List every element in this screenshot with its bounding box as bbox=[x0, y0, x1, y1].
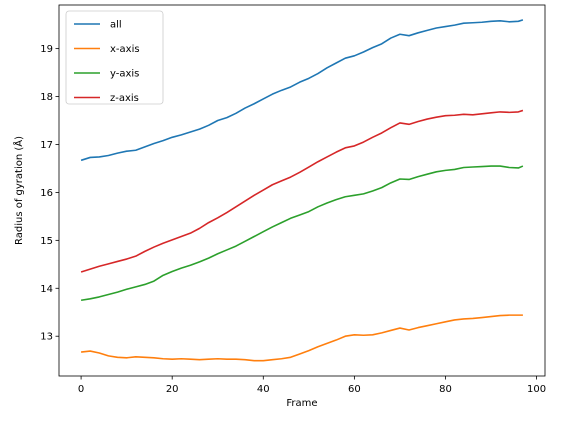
x-tick-label: 100 bbox=[527, 384, 546, 395]
legend-label: x-axis bbox=[110, 44, 140, 55]
legend-label: z-axis bbox=[110, 93, 139, 104]
series-line-1 bbox=[80, 19, 524, 162]
x-tick-label: 20 bbox=[166, 384, 179, 395]
x-tick-label: 60 bbox=[348, 384, 361, 395]
y-tick-label: 15 bbox=[40, 236, 53, 247]
x-tick-label: 80 bbox=[439, 384, 452, 395]
y-tick-label: 14 bbox=[40, 284, 53, 295]
legend-label: y-axis bbox=[110, 69, 139, 80]
y-tick-label: 18 bbox=[40, 92, 53, 103]
series-line-4 bbox=[80, 109, 524, 273]
y-tick-label: 17 bbox=[40, 140, 53, 151]
series-lines bbox=[80, 19, 524, 362]
y-axis-label: Radius of gyration (Å) bbox=[12, 136, 25, 245]
legend-label: all bbox=[110, 20, 122, 31]
y-tick-label: 13 bbox=[40, 332, 53, 343]
plot-frame bbox=[58, 4, 546, 377]
x-tick-label: 0 bbox=[78, 384, 84, 395]
x-tick-label: 40 bbox=[257, 384, 270, 395]
y-tick-label: 19 bbox=[40, 44, 53, 55]
series-line-2 bbox=[81, 314, 523, 362]
x-axis-label: Frame bbox=[286, 398, 317, 409]
legend-box bbox=[65, 10, 164, 105]
series-line-3 bbox=[80, 165, 524, 302]
y-axis-ticks: 13 14 15 16 17 18 19 bbox=[40, 44, 59, 343]
x-axis-ticks: 0 20 40 60 80 100 bbox=[78, 376, 546, 395]
legend: all x-axis y-axis z-axis bbox=[65, 10, 164, 105]
y-tick-label: 16 bbox=[40, 188, 53, 199]
